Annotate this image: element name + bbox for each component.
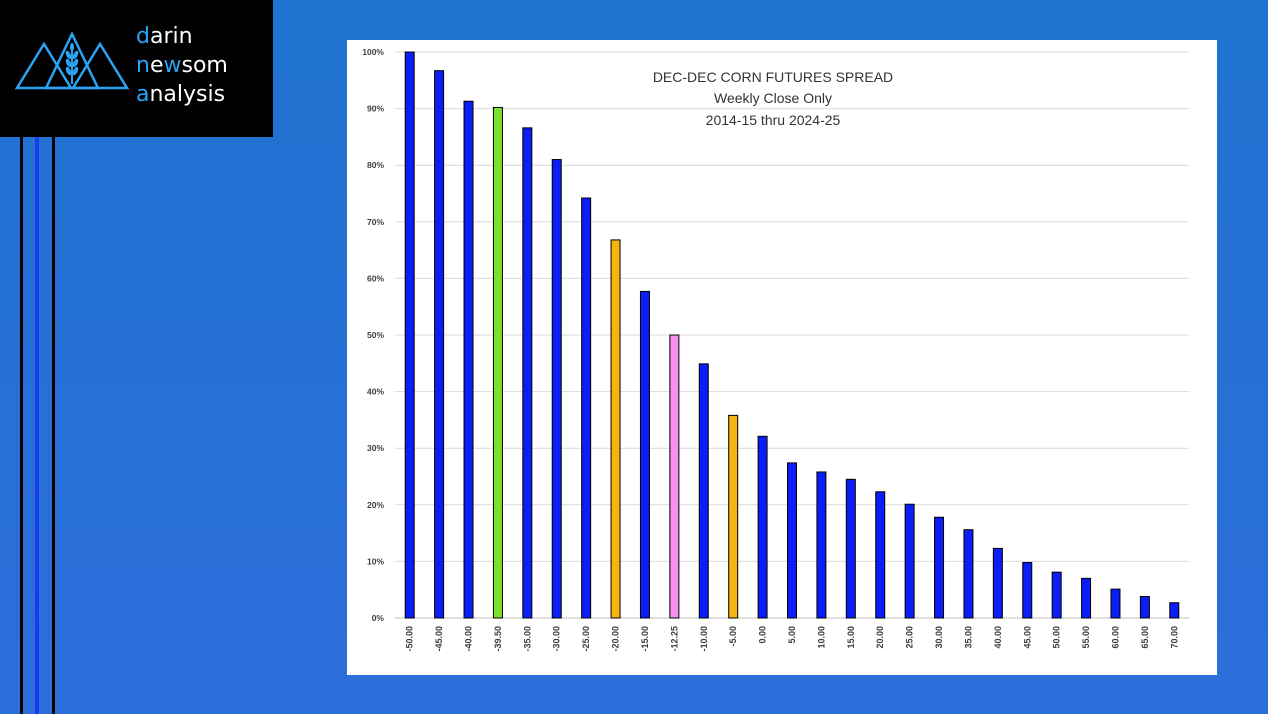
bar-65.00	[1139, 595, 1150, 619]
x-tick-label: -35.00	[522, 626, 532, 652]
y-tick-label: 30%	[367, 443, 384, 453]
chart-title-line-2: Weekly Close Only	[714, 90, 832, 106]
bar--15.00	[639, 290, 650, 619]
x-tick-label: 35.00	[963, 626, 973, 649]
y-tick-label: 20%	[367, 500, 384, 510]
y-tick-label: 10%	[367, 556, 384, 566]
x-tick-label: -40.00	[464, 626, 474, 652]
x-tick-label: 55.00	[1081, 626, 1091, 649]
x-tick-label: 5.00	[787, 626, 797, 644]
x-tick-label: -50.00	[405, 626, 415, 652]
chart-title-line-1: DEC-DEC CORN FUTURES SPREAD	[653, 69, 893, 85]
decorative-line-blue	[35, 137, 39, 714]
brand-line-2: newsom	[136, 53, 228, 78]
bar-45.00	[1022, 562, 1033, 619]
bar--45.00	[434, 70, 445, 619]
bar-0.00	[757, 435, 768, 619]
bar-10.00	[816, 471, 827, 619]
x-tick-label: -12.25	[669, 626, 679, 652]
x-tick-label: 50.00	[1052, 626, 1062, 649]
bar--35.00	[522, 127, 533, 619]
brand-line-3: analysis	[136, 82, 226, 107]
x-tick-label: -20.00	[611, 626, 621, 652]
x-tick-label: -5.00	[728, 626, 738, 647]
brand-logo: darin newsom analysis	[0, 0, 273, 137]
bar-15.00	[845, 478, 856, 619]
decorative-line-left	[20, 137, 23, 714]
chart-panel: 0% 10% 20% 30% 40% 50% 60% 70% 80% 90% 100% -50.00…	[347, 40, 1217, 675]
x-tick-label: -45.00	[434, 626, 444, 652]
bar-70.00	[1169, 602, 1180, 619]
x-tick-label: -39.50	[493, 626, 503, 652]
x-tick-label: 15.00	[846, 626, 856, 649]
bar--10.00	[698, 363, 709, 619]
x-tick-label: 20.00	[875, 626, 885, 649]
bar-20.00	[875, 491, 886, 619]
brand-name: darin newsom analysis	[136, 22, 228, 109]
y-tick-label: 50%	[367, 330, 384, 340]
bar-40.00	[992, 547, 1003, 619]
x-axis-ticks: -50.00 -45.00 -40.00 -39.50 -35.00 -30.00 -25.…	[405, 626, 1180, 652]
bar-25.00	[904, 503, 915, 619]
x-tick-label: 0.00	[758, 626, 768, 644]
y-tick-label: 40%	[367, 387, 384, 397]
bar--40.00	[463, 100, 474, 619]
y-axis-ticks: 0% 10% 20% 30% 40% 50% 60% 70% 80% 90% 100%	[362, 47, 384, 623]
y-tick-label: 60%	[367, 273, 384, 283]
mountains-wheat-icon	[14, 31, 130, 90]
x-tick-label: 10.00	[816, 626, 826, 649]
bar-5.00	[787, 462, 797, 619]
bar--39.50	[492, 106, 503, 619]
bar-30.00	[934, 516, 945, 619]
x-tick-label: 30.00	[934, 626, 944, 649]
y-tick-label: 100%	[362, 47, 384, 57]
bar-60.00	[1110, 588, 1121, 619]
x-tick-label: 40.00	[993, 626, 1003, 649]
x-tick-label: -15.00	[640, 626, 650, 652]
y-tick-label: 70%	[367, 217, 384, 227]
chart-title-line-3: 2014-15 thru 2024-25	[706, 112, 841, 128]
x-tick-label: 65.00	[1140, 626, 1150, 649]
y-tick-label: 80%	[367, 160, 384, 170]
x-tick-label: 25.00	[905, 626, 915, 649]
bar-chart: 0% 10% 20% 30% 40% 50% 60% 70% 80% 90% 100% -50.00…	[362, 47, 1189, 652]
bars	[404, 51, 1180, 619]
bar-35.00	[963, 529, 974, 619]
bar--30.00	[551, 159, 562, 619]
bar--5.00	[728, 414, 739, 619]
x-tick-label: -10.00	[699, 626, 709, 652]
x-tick-label: 70.00	[1169, 626, 1179, 649]
x-tick-label: 45.00	[1022, 626, 1032, 649]
bar--50.00	[404, 51, 415, 619]
bar--12.25	[669, 334, 680, 619]
bar--20.00	[610, 239, 621, 619]
x-tick-label: -30.00	[552, 626, 562, 652]
x-tick-label: 60.00	[1110, 626, 1120, 649]
x-tick-label: -25.00	[581, 626, 591, 652]
decorative-line-right	[52, 137, 55, 714]
y-tick-label: 90%	[367, 104, 384, 114]
brand-line-1: darin	[136, 24, 193, 49]
y-tick-label: 0%	[372, 613, 385, 623]
bar-50.00	[1051, 571, 1062, 619]
bar--25.00	[581, 197, 592, 619]
bar-55.00	[1081, 577, 1092, 619]
